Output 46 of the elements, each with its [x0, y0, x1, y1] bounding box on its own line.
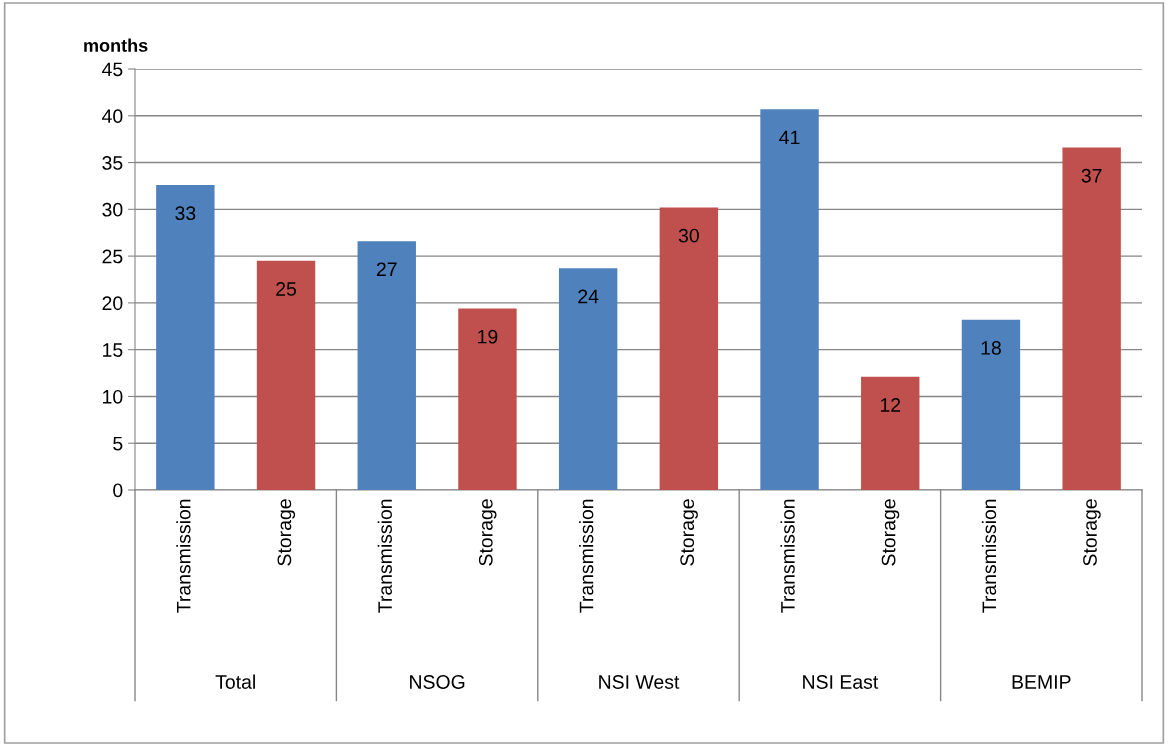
x-tick-label: Transmission	[579, 499, 594, 613]
bar	[256, 260, 316, 490]
x-tick-label: Storage	[277, 499, 296, 566]
y-tick-label: 45	[102, 62, 123, 77]
text: NSI East	[803, 675, 879, 689]
bar	[357, 241, 416, 490]
x-tick-label: Transmission	[981, 499, 997, 613]
y-tick-label: 20	[102, 296, 123, 311]
bar	[861, 376, 920, 490]
data-label: 12	[880, 398, 901, 412]
x-tick-label: Transmission	[780, 499, 795, 613]
bar	[1062, 147, 1121, 490]
data-label: 18	[981, 341, 1001, 355]
y-tick-label: 5	[113, 436, 123, 451]
bar	[458, 308, 517, 490]
data-label: 27	[376, 262, 397, 276]
data-label: 41	[779, 130, 800, 145]
x-tick-label: Storage	[881, 499, 900, 566]
x-tick-label: Transmission	[176, 499, 191, 613]
y-tick-label: 30	[102, 202, 123, 217]
y-tick-label: 35	[102, 156, 123, 170]
bar	[659, 207, 719, 490]
x-tick-label: Transmission	[377, 499, 392, 613]
bar	[760, 109, 819, 490]
y-tick-label: 0	[113, 483, 123, 498]
data-label: 33	[175, 206, 196, 221]
y-tick-label: 25	[102, 249, 123, 264]
text: NSI West	[599, 675, 680, 689]
y-axis-title: months	[84, 38, 148, 52]
y-tick-label: 15	[103, 343, 123, 357]
x-tick-label: Storage	[478, 499, 497, 566]
data-label: 19	[478, 329, 498, 344]
data-label: 37	[1081, 168, 1102, 183]
x-tick-label: Storage	[1083, 499, 1101, 566]
data-label: 30	[678, 228, 699, 243]
y-tick-label: 10	[103, 389, 123, 404]
x-tick-label: Storage	[680, 499, 698, 566]
bar	[961, 319, 1021, 490]
y-tick-label: 40	[102, 109, 123, 124]
text: NSOG	[410, 675, 465, 689]
bar	[156, 185, 215, 490]
text: Total	[215, 674, 255, 689]
bar	[558, 268, 618, 490]
text: BEMIP	[1012, 675, 1071, 689]
data-label: 24	[578, 289, 599, 304]
data-label: 25	[276, 282, 297, 296]
